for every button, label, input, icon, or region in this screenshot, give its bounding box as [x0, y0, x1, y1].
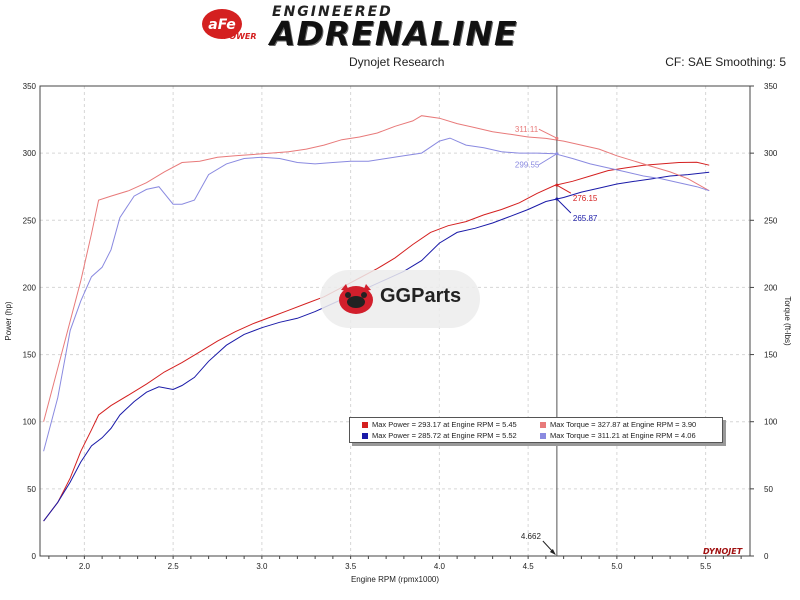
dyno-source-label: Dynojet Research — [349, 55, 445, 69]
ggparts-watermark: GGParts — [320, 270, 480, 328]
y-tick-label-left: 50 — [27, 485, 36, 494]
y-tick-label-right: 350 — [764, 82, 778, 91]
x-axis-label: Engine RPM (rpmx1000) — [351, 575, 439, 584]
brand-line2: ADRENALINE — [270, 14, 518, 53]
y-tick-label-right: 50 — [764, 485, 773, 494]
legend-swatch — [362, 433, 368, 440]
legend-text: Max Torque = 311.21 at Engine RPM = 4.06 — [550, 431, 696, 440]
value-annotation: 276.15 — [573, 194, 598, 203]
ggparts-text: GGParts — [380, 285, 462, 307]
y-axis-right-label: Torque (ft-lbs) — [783, 296, 792, 346]
y-tick-label-left: 100 — [23, 418, 37, 427]
legend-item: Max Power = 285.72 at Engine RPM = 5.52 — [362, 430, 517, 441]
annotation-pointer — [556, 198, 572, 214]
series-line — [43, 171, 710, 522]
brand-banner: aFe POWER ENGINEERED ADRENALINE — [0, 0, 800, 53]
legend-text: Max Power = 293.17 at Engine RPM = 5.45 — [372, 420, 517, 429]
annotation-pointer — [556, 184, 572, 194]
y-axis-left-label: Power (hp) — [4, 301, 13, 340]
legend-item: Max Torque = 327.87 at Engine RPM = 3.90 — [540, 419, 696, 430]
annotation-dot — [555, 183, 559, 187]
legend-item: Max Torque = 311.21 at Engine RPM = 4.06 — [540, 430, 696, 441]
annotation-dot — [555, 197, 559, 201]
y-tick-label-left: 200 — [23, 283, 37, 292]
y-tick-label-left: 350 — [23, 82, 37, 91]
x-tick-label: 2.0 — [79, 562, 91, 571]
cursor-annotations: 4.662 311.11 299.55 276.15 265.87 — [515, 125, 598, 555]
y-tick-label-right: 100 — [764, 418, 778, 427]
value-annotation: 265.87 — [573, 214, 598, 223]
y-tick-label-right: 300 — [764, 149, 778, 158]
y-tick-label-right: 150 — [764, 351, 778, 360]
y-tick-label-right: 200 — [764, 283, 778, 292]
legend-row: Max Power = 285.72 at Engine RPM = 5.52 … — [350, 430, 722, 441]
chart-legend: Max Power = 293.17 at Engine RPM = 5.45 … — [349, 417, 723, 443]
x-tick-label: 5.5 — [700, 562, 712, 571]
legend-text: Max Torque = 327.87 at Engine RPM = 3.90 — [550, 420, 697, 429]
afe-logo-sub: POWER — [223, 32, 256, 41]
x-tick-label: 3.0 — [256, 562, 268, 571]
legend-text: Max Power = 285.72 at Engine RPM = 5.52 — [372, 431, 517, 440]
dynojet-logo-text: DYNOJET — [703, 547, 743, 556]
y-tick-label-left: 150 — [23, 351, 37, 360]
x-tick-label: 4.0 — [434, 562, 446, 571]
cursor-rpm-label: 4.662 — [521, 532, 542, 541]
axis-ticks: 0 0 50 50 100 100 150 150 200 200 250 250 300 300 350 3… — [23, 82, 778, 571]
series-line — [43, 115, 710, 422]
annotation-pointer — [538, 153, 558, 166]
y-tick-label-left: 300 — [23, 149, 37, 158]
series-line — [43, 137, 710, 452]
annotation-dot — [555, 136, 559, 140]
afe-logo-icon: aFe POWER — [202, 9, 257, 41]
annotation-pointer — [538, 128, 558, 139]
y-tick-label-right: 0 — [764, 552, 769, 561]
annotation-dot — [555, 152, 559, 156]
correction-factor-label: CF: SAE Smoothing: 5 — [665, 55, 786, 69]
brand-line1: ENGINEERED — [272, 4, 393, 20]
series-line — [43, 161, 710, 522]
y-tick-label-left: 250 — [23, 216, 37, 225]
x-tick-label: 5.0 — [611, 562, 623, 571]
x-tick-label: 2.5 — [168, 562, 180, 571]
x-tick-label: 4.5 — [523, 562, 535, 571]
plot-frame — [39, 85, 751, 557]
value-annotation: 299.55 — [515, 161, 540, 170]
legend-swatch — [540, 422, 546, 429]
legend-swatch — [540, 433, 546, 440]
y-tick-label-right: 250 — [764, 216, 778, 225]
legend-swatch — [362, 422, 368, 429]
cursor-rpm-arrowhead — [549, 549, 556, 555]
legend-row: Max Power = 293.17 at Engine RPM = 5.45 … — [350, 419, 722, 430]
x-tick-label: 3.5 — [345, 562, 357, 571]
dynojet-logo: DYNOJET — [703, 547, 743, 556]
legend-item: Max Power = 293.17 at Engine RPM = 5.45 — [362, 419, 517, 430]
afe-logo-text: aFe — [208, 17, 235, 33]
y-tick-label-left: 0 — [32, 552, 37, 561]
ggparts-mascot-icon — [339, 284, 373, 314]
value-annotation: 311.11 — [515, 125, 539, 134]
